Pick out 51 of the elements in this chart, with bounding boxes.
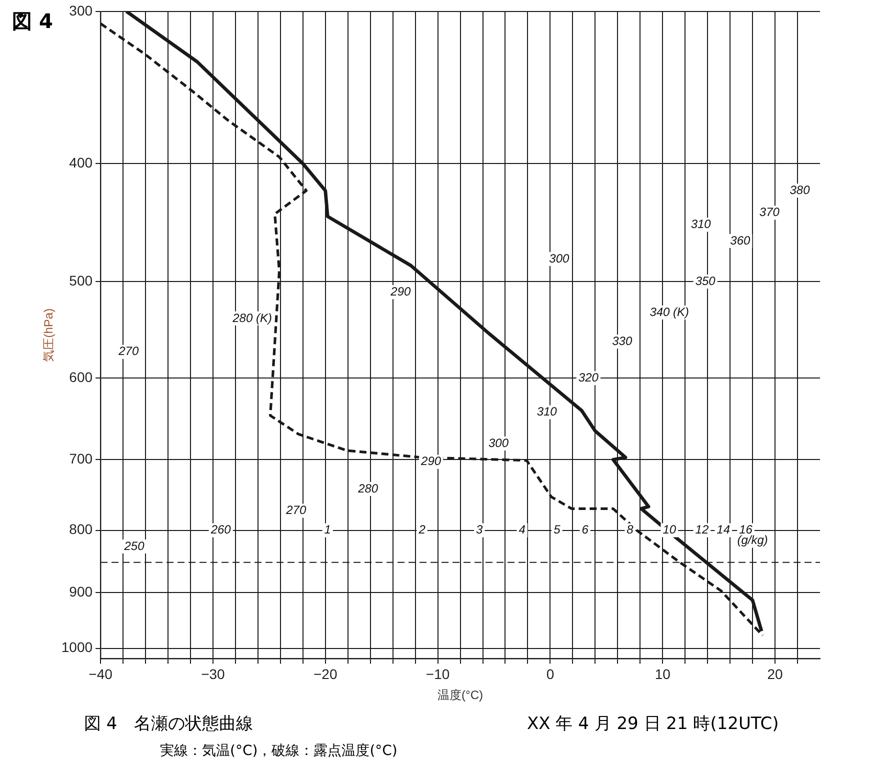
annotation: 340 (K): [650, 304, 690, 319]
x-tick-label: −40: [88, 666, 113, 682]
y-tick-label: 800: [69, 521, 93, 538]
y-tick-label: 900: [69, 583, 93, 600]
y-tick-label: 300: [69, 2, 93, 18]
annotation: 8: [626, 522, 634, 537]
y-tick-label: 700: [69, 450, 93, 466]
annotation: 300: [549, 251, 570, 266]
annotation: 380: [790, 183, 810, 197]
annotation: 290: [390, 284, 412, 298]
annotation: 270: [118, 344, 139, 358]
y-axis-title: 気圧(hPa): [42, 308, 56, 362]
x-tick-label: 20: [767, 666, 784, 682]
annotation: 370: [759, 205, 780, 220]
chart-title: 図 4: [12, 8, 53, 35]
annotation: 2: [418, 522, 426, 537]
y-tick-label: 500: [69, 272, 93, 288]
annotation: 350: [695, 274, 716, 288]
y-tick-label: 400: [69, 154, 93, 170]
annotation: 320: [578, 370, 599, 384]
annotation: 10: [662, 522, 676, 537]
text: 実線：気温(°C)，破線：露点温度(°C): [160, 742, 398, 760]
annotation: 300: [488, 436, 509, 450]
annotation: 330: [612, 334, 632, 348]
annotation: 280 (K): [232, 310, 272, 325]
annotation: 3: [476, 522, 484, 537]
annotation: 270: [285, 503, 306, 518]
x-axis-title: 温度(°C): [438, 688, 484, 702]
annotation: 14: [716, 522, 730, 537]
y-tick-label: 600: [69, 368, 93, 385]
x-tick-label: −30: [201, 666, 226, 682]
text: XX 年 4 月 29 日 21 時(12UTC): [527, 713, 779, 735]
caption: 図 4 名瀬の状態曲線: [84, 713, 254, 735]
annotation: (g/kg): [737, 533, 768, 548]
x-tick-label: 0: [546, 666, 554, 682]
annotation: 360: [730, 233, 751, 248]
annotation: 310: [536, 404, 558, 419]
annotation: 1: [324, 522, 331, 537]
annotation: 310: [690, 217, 712, 232]
annotation: 5: [554, 522, 561, 537]
annotation: 250: [123, 538, 145, 553]
annotation: 6: [582, 522, 589, 537]
x-tick-label: −10: [426, 666, 450, 682]
annotation: 12: [695, 522, 709, 537]
annotation: 290: [420, 454, 442, 468]
y-tick-label: 1000: [61, 639, 93, 656]
annotation: 4: [518, 522, 526, 537]
x-tick-label: −20: [314, 666, 338, 682]
annotation: 260: [210, 522, 232, 537]
annotation: 280: [357, 481, 378, 496]
x-tick-label: 10: [654, 666, 671, 682]
